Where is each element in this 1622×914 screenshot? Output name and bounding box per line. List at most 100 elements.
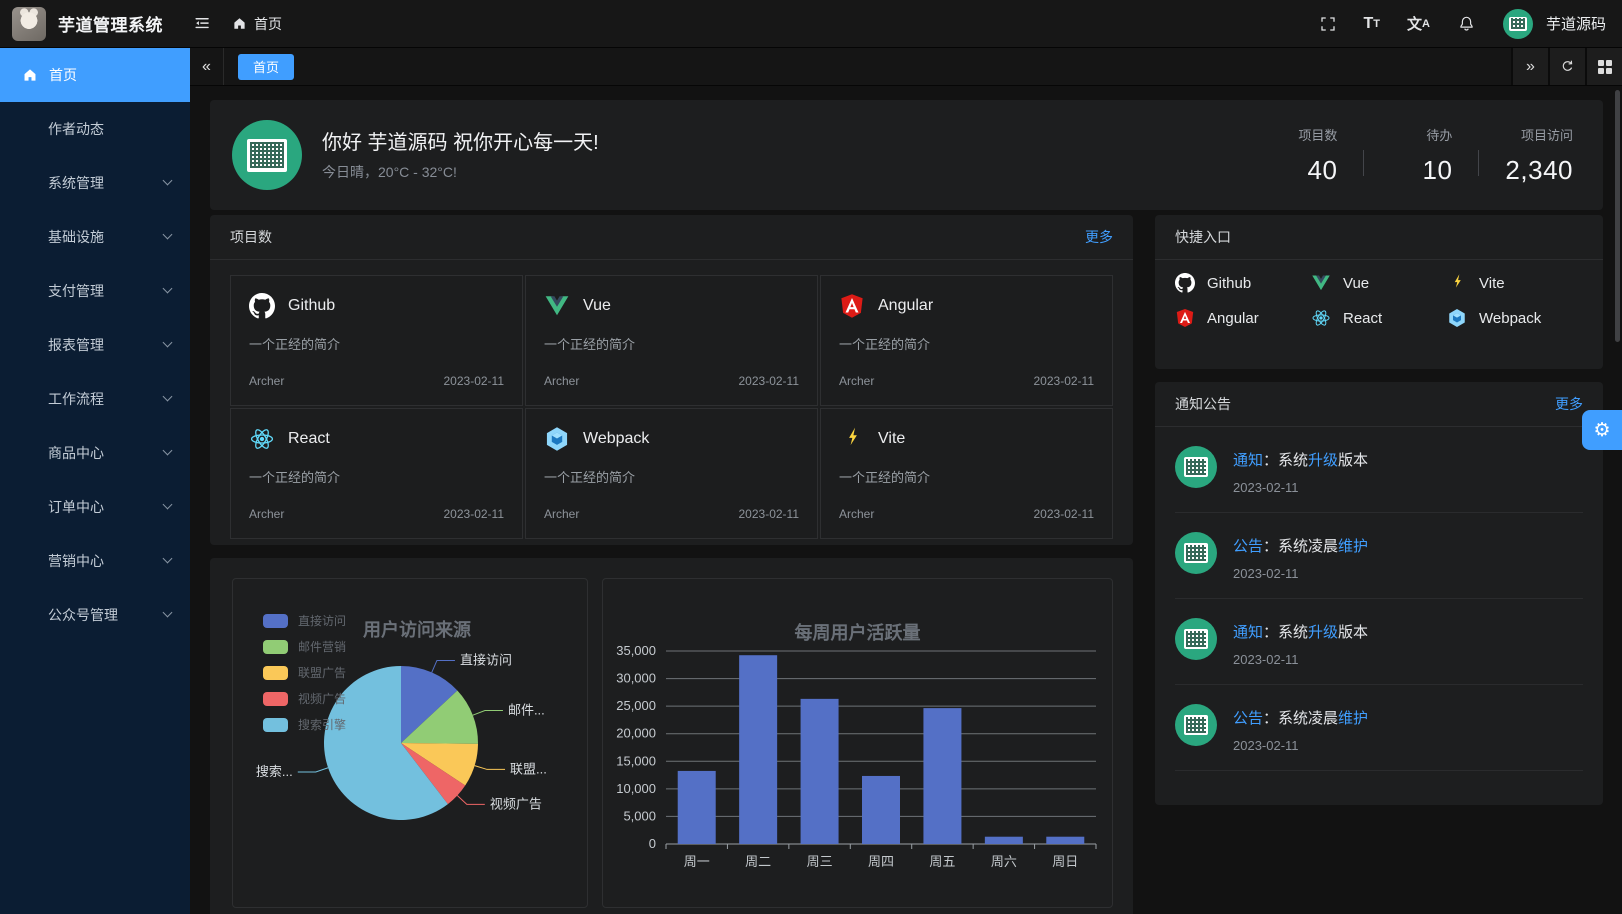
shortcuts-grid: Github Vue Vite Angular React Webpack <box>1175 273 1583 328</box>
notice-title-link[interactable]: 公告：系统凌晨维护 <box>1233 710 1369 727</box>
settings-gear-button[interactable]: ⚙ <box>1582 410 1622 450</box>
tab-home[interactable]: 首页 <box>238 53 295 80</box>
legend-item[interactable]: 直接访问 <box>263 612 346 629</box>
projects-grid: Github 一个正经的简介 Archer 2023-02-11 Vue 一个正经… <box>230 275 1113 539</box>
sidebar-item-infrastructure[interactable]: 基础设施 <box>0 210 190 264</box>
project-name: Vite <box>878 430 906 447</box>
sidebar-item-label: 公众号管理 <box>48 607 118 623</box>
svg-text:30,000: 30,000 <box>616 671 656 686</box>
shortcut-label: Vite <box>1479 274 1505 292</box>
shortcuts-card: 快捷入口 Github Vue Vite Angular React Webpa… <box>1155 215 1603 369</box>
tags-view-bar: « 首页 » <box>190 48 1622 86</box>
svg-text:5,000: 5,000 <box>623 808 656 823</box>
shortcut-webpack[interactable]: Webpack <box>1447 308 1583 328</box>
sidebar-collapse-icon[interactable] <box>193 14 212 33</box>
shortcut-angular[interactable]: Angular <box>1175 308 1311 328</box>
angular-icon <box>1175 308 1195 328</box>
project-author: Archer <box>839 507 875 521</box>
project-desc: 一个正经的简介 <box>249 337 341 352</box>
shortcut-vite[interactable]: Vite <box>1447 273 1583 293</box>
svg-text:25,000: 25,000 <box>616 698 656 713</box>
chevron-down-icon <box>162 607 173 618</box>
notice-item: 公告：系统凌晨维护 2023-02-11 <box>1175 513 1583 599</box>
sidebar-item-author-news[interactable]: 作者动态 <box>0 102 190 156</box>
notification-bell-icon[interactable] <box>1457 14 1476 33</box>
project-card-github[interactable]: Github 一个正经的简介 Archer 2023-02-11 <box>230 275 523 406</box>
sidebar-item-product-center[interactable]: 商品中心 <box>0 426 190 480</box>
svg-text:35,000: 35,000 <box>616 643 656 658</box>
breadcrumb: 首页 <box>232 14 282 34</box>
shortcut-github[interactable]: Github <box>1175 273 1311 293</box>
sidebar-item-label: 作者动态 <box>48 121 104 137</box>
notice-title-link[interactable]: 通知：系统升级版本 <box>1233 452 1369 469</box>
tabs-scroll-left-button[interactable]: « <box>190 48 224 85</box>
project-author: Archer <box>544 374 580 388</box>
stat-value: 10 <box>1422 154 1453 185</box>
notice-list: 通知：系统升级版本 2023-02-11 公告：系统凌晨维护 2023-02-1… <box>1175 427 1583 771</box>
sidebar-item-wechat-mgmt[interactable]: 公众号管理 <box>0 588 190 642</box>
refresh-page-button[interactable] <box>1548 48 1585 85</box>
project-desc: 一个正经的简介 <box>249 470 341 485</box>
pie-legend: 直接访问邮件营销联盟广告视频广告搜索引擎 <box>263 612 346 733</box>
legend-swatch <box>263 691 288 706</box>
angular-icon <box>839 293 865 319</box>
sidebar-item-report-mgmt[interactable]: 报表管理 <box>0 318 190 372</box>
shortcut-label: Angular <box>1207 309 1259 327</box>
project-card-webpack[interactable]: Webpack 一个正经的简介 Archer 2023-02-11 <box>525 408 818 539</box>
pie-chart-panel: 用户访问来源 直接访问 邮件营销 联盟广告 视频广告 搜索引擎 直接访问 邮件... 联盟.… <box>232 578 588 908</box>
tabs-scroll-right-button[interactable]: » <box>1511 48 1548 85</box>
project-card-vue[interactable]: Vue 一个正经的简介 Archer 2023-02-11 <box>525 275 818 406</box>
user-avatar[interactable] <box>1502 8 1533 39</box>
page-options-button[interactable] <box>1585 48 1622 85</box>
project-name: Webpack <box>583 430 650 447</box>
notice-item: 通知：系统升级版本 2023-02-11 <box>1175 427 1583 513</box>
legend-item[interactable]: 邮件营销 <box>263 638 346 655</box>
projects-more-link[interactable]: 更多 <box>1085 229 1113 245</box>
github-icon <box>1175 273 1195 293</box>
username[interactable]: 芋道源码 <box>1545 16 1606 33</box>
shortcut-react[interactable]: React <box>1311 308 1447 328</box>
sidebar-item-workflow[interactable]: 工作流程 <box>0 372 190 426</box>
bar-chart-title: 每周用户活跃量 <box>794 623 921 643</box>
svg-text:周四: 周四 <box>868 854 894 869</box>
legend-item[interactable]: 视频广告 <box>263 690 346 707</box>
shortcut-vue[interactable]: Vue <box>1311 273 1447 293</box>
home-icon <box>22 67 38 83</box>
sidebar-item-home[interactable]: 首页 <box>0 48 190 102</box>
notices-card-header: 通知公告 更多 <box>1155 382 1603 427</box>
notice-item: 通知：系统升级版本 2023-02-11 <box>1175 599 1583 685</box>
page-scrollbar[interactable] <box>1615 90 1620 342</box>
legend-label: 邮件营销 <box>298 640 347 654</box>
project-desc: 一个正经的简介 <box>544 337 636 352</box>
sidebar-item-payment-mgmt[interactable]: 支付管理 <box>0 264 190 318</box>
svg-text:视频广告: 视频广告 <box>490 796 542 811</box>
sidebar-item-marketing-center[interactable]: 营销中心 <box>0 534 190 588</box>
sidebar-item-order-center[interactable]: 订单中心 <box>0 480 190 534</box>
fullscreen-icon[interactable] <box>1319 15 1337 33</box>
legend-item[interactable]: 联盟广告 <box>263 664 346 681</box>
notices-more-link[interactable]: 更多 <box>1555 396 1583 412</box>
legend-item[interactable]: 搜索引擎 <box>263 716 346 733</box>
project-card-react[interactable]: React 一个正经的简介 Archer 2023-02-11 <box>230 408 523 539</box>
font-size-icon-big: T <box>1363 14 1374 32</box>
svg-text:搜索...: 搜索... <box>256 764 293 779</box>
breadcrumb-home-label[interactable]: 首页 <box>254 15 282 32</box>
project-card-vite[interactable]: Vite 一个正经的简介 Archer 2023-02-11 <box>820 408 1113 539</box>
notice-title-link[interactable]: 通知：系统升级版本 <box>1233 624 1369 641</box>
sidebar-item-label: 报表管理 <box>48 337 104 353</box>
project-author: Archer <box>544 507 580 521</box>
project-card-angular[interactable]: Angular 一个正经的简介 Archer 2023-02-11 <box>820 275 1113 406</box>
app-logo-image <box>12 6 46 41</box>
shortcut-label: Webpack <box>1479 309 1542 327</box>
chevron-down-icon <box>162 499 173 510</box>
sidebar-item-system-mgmt[interactable]: 系统管理 <box>0 156 190 210</box>
notice-date: 2023-02-11 <box>1233 566 1299 581</box>
shortcut-label: Github <box>1207 274 1252 292</box>
language-icon-cn: 文 <box>1407 16 1423 33</box>
webpack-icon <box>544 426 570 452</box>
notice-title-link[interactable]: 公告：系统凌晨维护 <box>1233 538 1369 555</box>
shortcut-label: Vue <box>1343 274 1370 292</box>
stat-label: 项目访问 <box>1520 127 1573 143</box>
